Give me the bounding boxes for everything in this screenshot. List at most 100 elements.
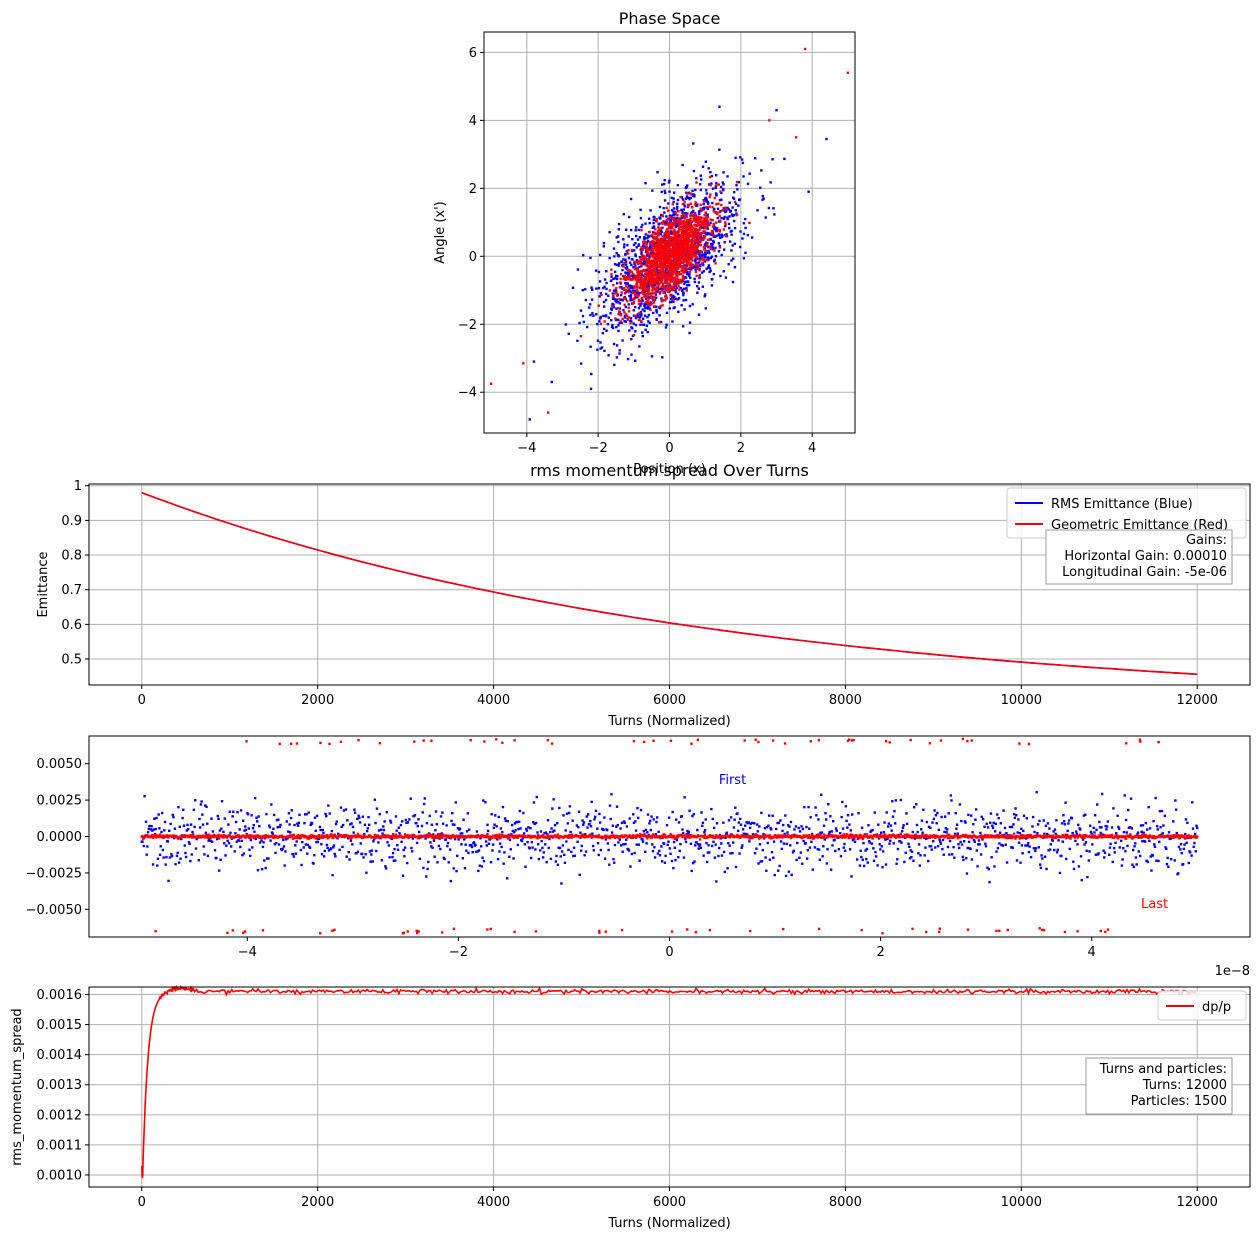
- data-point: [748, 172, 751, 175]
- data-point: [585, 325, 589, 329]
- data-point: [517, 820, 521, 824]
- data-point: [681, 228, 684, 232]
- data-point: [731, 244, 734, 247]
- data-point: [768, 119, 771, 122]
- data-point: [708, 205, 711, 208]
- data-point: [664, 280, 668, 284]
- data-point: [992, 821, 995, 825]
- data-point: [670, 271, 673, 274]
- data-point: [1031, 825, 1034, 828]
- data-point: [302, 834, 305, 837]
- data-point: [478, 864, 481, 867]
- data-point: [675, 259, 679, 262]
- data-point: [623, 292, 627, 295]
- data-point: [905, 822, 909, 826]
- x-tick-label: 0: [665, 441, 673, 456]
- data-point: [614, 317, 617, 320]
- data-point: [568, 805, 572, 808]
- data-point: [570, 850, 573, 854]
- data-point: [327, 849, 331, 852]
- data-point: [703, 230, 707, 233]
- data-point: [688, 273, 691, 276]
- data-point: [671, 267, 675, 271]
- data-point: [677, 821, 681, 824]
- data-point: [664, 295, 667, 298]
- data-point: [664, 223, 667, 226]
- data-point: [370, 849, 374, 852]
- data-point: [927, 859, 930, 863]
- data-point: [644, 255, 647, 259]
- data-point: [485, 844, 488, 847]
- data-point: [291, 837, 295, 840]
- data-point: [654, 246, 657, 249]
- data-point: [1003, 826, 1007, 830]
- data-point: [684, 265, 687, 269]
- data-point: [661, 262, 665, 266]
- data-point: [241, 819, 245, 822]
- data-point: [766, 841, 769, 845]
- data-point: [1177, 845, 1181, 849]
- data-point: [519, 827, 522, 830]
- data-point: [398, 831, 401, 835]
- data-point: [637, 243, 641, 246]
- data-point: [276, 826, 279, 829]
- data-point: [664, 264, 667, 267]
- data-point: [188, 842, 191, 846]
- data-point: [702, 270, 705, 273]
- data-point: [719, 190, 722, 193]
- data-point: [675, 234, 678, 237]
- data-point: [1163, 814, 1167, 818]
- data-point: [287, 835, 291, 839]
- data-point: [602, 245, 605, 248]
- data-point: [634, 275, 637, 278]
- data-point: [534, 821, 538, 825]
- data-point: [718, 211, 721, 214]
- data-point: [639, 310, 643, 314]
- data-point: [851, 838, 855, 842]
- data-point: [602, 300, 606, 304]
- data-point: [355, 851, 358, 855]
- data-point: [613, 843, 617, 847]
- data-point: [689, 202, 693, 205]
- data-point: [374, 821, 377, 825]
- data-point: [648, 302, 652, 306]
- data-point: [733, 265, 737, 269]
- data-point: [182, 808, 185, 811]
- data-point: [704, 211, 707, 215]
- data-point: [271, 832, 274, 835]
- data-point: [967, 840, 971, 844]
- data-point: [742, 175, 745, 178]
- data-point: [658, 264, 661, 267]
- data-point: [643, 280, 646, 284]
- x-tick-label: 12000: [1177, 693, 1218, 708]
- data-point: [679, 241, 682, 244]
- data-point: [666, 261, 669, 264]
- data-point: [697, 235, 701, 238]
- data-point: [1056, 848, 1060, 852]
- data-point: [676, 292, 680, 296]
- data-point: [1062, 814, 1065, 817]
- data-point: [460, 832, 464, 835]
- data-point: [633, 262, 636, 265]
- y-tick-label: 0.7: [61, 583, 82, 598]
- data-point: [228, 834, 231, 837]
- data-point: [272, 813, 276, 817]
- data-point: [643, 286, 646, 289]
- data-point: [672, 197, 675, 200]
- data-point: [704, 307, 707, 310]
- data-point: [634, 330, 637, 333]
- data-point: [645, 241, 649, 244]
- data-point: [1121, 858, 1124, 861]
- data-point: [667, 816, 671, 819]
- data-point: [660, 183, 664, 186]
- data-point: [489, 837, 492, 840]
- data-point: [679, 225, 683, 229]
- data-point: [1098, 826, 1102, 829]
- data-point: [646, 267, 649, 271]
- data-point: [702, 217, 706, 220]
- data-point: [642, 254, 646, 258]
- data-point: [824, 812, 827, 815]
- data-point: [692, 253, 695, 256]
- data-point: [572, 854, 575, 858]
- data-point: [648, 321, 651, 325]
